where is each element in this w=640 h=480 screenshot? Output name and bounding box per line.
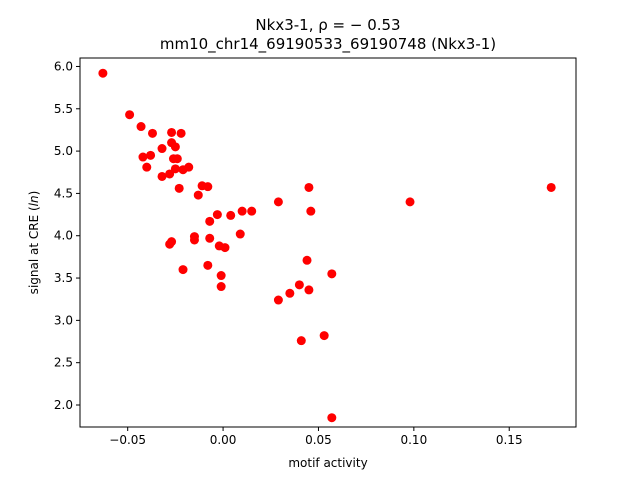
data-point [98, 68, 108, 78]
data-point [273, 197, 283, 207]
data-point [142, 162, 152, 172]
data-point [147, 128, 157, 138]
data-point [235, 229, 245, 239]
data-point [220, 243, 230, 253]
x-tick-label: 0.10 [400, 433, 427, 447]
chart-title-line2: mm10_chr14_69190533_69190748 (Nkx3-1) [160, 35, 496, 54]
data-points [98, 68, 556, 423]
data-point [146, 150, 156, 160]
y-tick-label: 2.0 [54, 398, 73, 412]
data-point [157, 144, 167, 154]
y-tick-label: 4.5 [54, 186, 73, 200]
data-point [216, 282, 226, 292]
x-tick-label: −0.05 [109, 433, 146, 447]
data-point [136, 122, 146, 132]
data-point [273, 295, 283, 305]
data-point [165, 169, 175, 179]
data-point [302, 255, 312, 265]
y-tick-label: 5.0 [54, 144, 73, 158]
data-point [205, 216, 215, 226]
data-point [327, 413, 337, 423]
x-axis-label: motif activity [288, 456, 367, 470]
data-point [294, 280, 304, 290]
data-point [170, 142, 180, 152]
y-tick-label: 3.5 [54, 271, 73, 285]
x-axis-ticks: −0.05 0.00 0.05 0.10 0.15 [109, 427, 523, 447]
data-point [203, 260, 213, 270]
data-point [138, 152, 148, 162]
data-point [285, 288, 295, 298]
data-point [193, 190, 203, 200]
data-point [546, 182, 556, 192]
data-point [205, 233, 215, 243]
data-point [178, 265, 188, 275]
data-point [216, 271, 226, 281]
data-point [405, 197, 415, 207]
data-point [327, 269, 337, 279]
data-point [304, 285, 314, 295]
y-axis-label: signal at CRE (ln) [27, 191, 41, 295]
plot-frame [79, 57, 577, 428]
data-point [172, 154, 182, 164]
data-point [176, 128, 186, 138]
data-point [306, 206, 316, 216]
x-tick-label: 0.05 [305, 433, 332, 447]
x-tick-label: 0.15 [496, 433, 523, 447]
chart-title-line1: Nkx3-1, ρ = − 0.53 [255, 16, 400, 34]
y-tick-label: 2.5 [54, 356, 73, 370]
data-point [304, 182, 314, 192]
data-point [247, 206, 257, 216]
data-point [212, 210, 222, 220]
data-point [157, 171, 167, 181]
data-point [165, 239, 175, 249]
y-tick-label: 3.0 [54, 313, 73, 327]
data-point [226, 210, 236, 220]
data-point [319, 331, 329, 341]
data-point [184, 162, 194, 172]
data-point [189, 235, 199, 245]
data-point [237, 206, 247, 216]
data-point [296, 336, 306, 346]
y-tick-label: 6.0 [54, 59, 73, 73]
x-tick-label: 0.00 [210, 433, 237, 447]
data-point [174, 183, 184, 193]
data-point [125, 110, 135, 120]
y-axis-ticks: 2.0 2.5 3.0 3.5 4.0 4.5 5.0 5.5 6.0 [54, 59, 80, 412]
data-point [203, 182, 213, 192]
data-point [167, 127, 177, 137]
y-tick-label: 5.5 [54, 102, 73, 116]
y-tick-label: 4.0 [54, 229, 73, 243]
